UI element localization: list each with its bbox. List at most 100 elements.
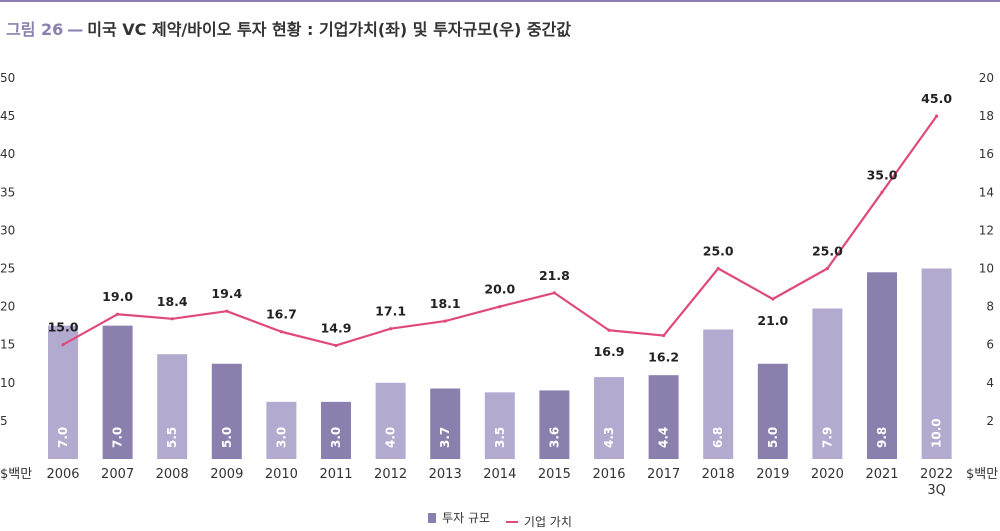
x-tick-label: 2021 [865,467,898,482]
legend-line-swatch [505,520,518,523]
line-point [116,312,120,316]
line-path [62,115,938,347]
left-tick-label: 10 [0,376,15,390]
line-value-label: 25.0 [703,244,734,259]
line-value-label: 16.7 [266,307,297,322]
line-point [389,327,393,331]
right-axis-unit: $백만 [966,467,998,482]
bar [484,392,515,459]
x-tick-label: 2014 [483,467,516,482]
bar-value-label: 7.0 [56,427,70,448]
legend-bar-swatch [428,512,437,523]
bar [867,272,897,459]
bar [921,268,952,459]
top-rule [0,0,1000,2]
bar-value-label: 10.0 [930,418,944,448]
left-tick-label: 40 [0,147,15,161]
line-point [662,333,666,338]
bar [48,325,78,459]
line-value-label: 17.1 [375,304,406,319]
right-tick-label: 10 [979,262,994,276]
left-tick-label: 5 [0,414,8,428]
left-axis-unit: $백만 [0,467,32,482]
left-tick-label: 25 [0,262,15,276]
line-point [279,330,283,334]
right-tick-label: 14 [979,185,994,199]
bar-value-label: 5.0 [220,427,234,448]
bar [375,382,406,459]
line-point [607,328,611,332]
bar-value-label: 6.8 [711,427,725,448]
title-dash: — [67,20,84,39]
legend-item-bar: 투자 규모 [428,509,490,526]
line-point [443,319,447,323]
chart-title: 그림 26— 미국 VC 제약/바이오 투자 현황 : 기업가치(좌) 및 투자규… [6,16,571,40]
bar [539,390,570,459]
right-tick-label: 18 [979,109,994,123]
legend-item-line: 기업 가치 [505,513,572,530]
left-tick-label: 30 [0,223,15,237]
x-tick-label: 2015 [538,467,571,482]
x-tick-label: 2018 [702,467,735,482]
line-value-label: 19.0 [102,289,133,304]
line-value-label: 16.9 [594,344,625,359]
bar [157,354,188,459]
line-value-label: 25.0 [812,244,843,259]
bar [321,401,351,459]
line-value-label: 15.0 [48,320,79,335]
bar-value-label: 3.7 [438,427,452,448]
line-point [170,317,174,321]
left-tick-label: 35 [0,185,15,199]
right-tick-label: 20 [979,71,994,85]
bar-value-label: 7.0 [111,427,125,448]
bar [266,401,297,459]
legend-bar-label: 투자 규모 [442,511,491,525]
left-tick-label: 15 [0,338,15,352]
bar-value-label: 4.0 [384,427,398,448]
bar-value-label: 5.0 [766,427,780,448]
x-tick-label: 2022 3Q [920,467,953,498]
line-value-label: 18.1 [430,296,461,311]
bar-series: 7.0 7.0 5.5 5.0 3.0 3.0 4.0 3.7 3.5 3.6 4.3 4.4 6.8 5… [48,268,952,459]
left-tick-label: 20 [0,300,15,314]
x-tick-label: 2011 [319,467,352,482]
line-value-label: 21.8 [539,268,570,283]
line-value-label: 19.4 [211,286,242,301]
left-tick-label: 50 [0,71,15,85]
legend-line-label: 기업 가치 [523,515,572,529]
bar-value-label: 4.4 [657,427,671,448]
line-value-label: 16.2 [648,350,679,365]
line-point [552,291,557,295]
x-tick-label: 2009 [210,467,243,482]
x-tick-label: 2008 [156,467,189,482]
right-tick-label: 6 [986,338,994,352]
line-series: 15.0 19.0 18.4 19.4 16.7 14.9 17.1 18.1 20.0 21.8… [48,91,953,364]
bar-value-label: 3.0 [329,427,343,448]
line-point [498,305,502,309]
x-tick-label: 2007 [101,467,134,482]
bar [703,329,734,459]
line-point [880,190,884,194]
bar [594,377,624,459]
bar-value-label: 3.5 [493,427,507,448]
figure-label: 그림 26 [6,20,64,39]
bar [102,325,133,459]
line-value-label: 45.0 [921,91,952,106]
bar-value-label: 3.6 [547,427,561,448]
title-text: 미국 VC 제약/바이오 투자 현황 : 기업가치(좌) 및 투자규모(우) 중… [87,20,572,39]
legend: 투자 규모 기업 가치 [0,509,1000,530]
line-value-label: 20.0 [484,282,515,297]
x-tick-label: 2013 [429,467,462,482]
line-point [225,309,229,313]
line-value-label: 18.4 [157,294,188,309]
right-tick-label: 16 [979,147,994,161]
bar [648,375,679,459]
line-point [935,114,939,118]
left-tick-label: 45 [0,109,15,123]
bar-value-label: 9.8 [875,427,889,448]
line-point [716,266,720,271]
line-point [61,343,65,347]
right-tick-label: 2 [986,414,994,428]
x-tick-label: 2010 [265,467,298,482]
